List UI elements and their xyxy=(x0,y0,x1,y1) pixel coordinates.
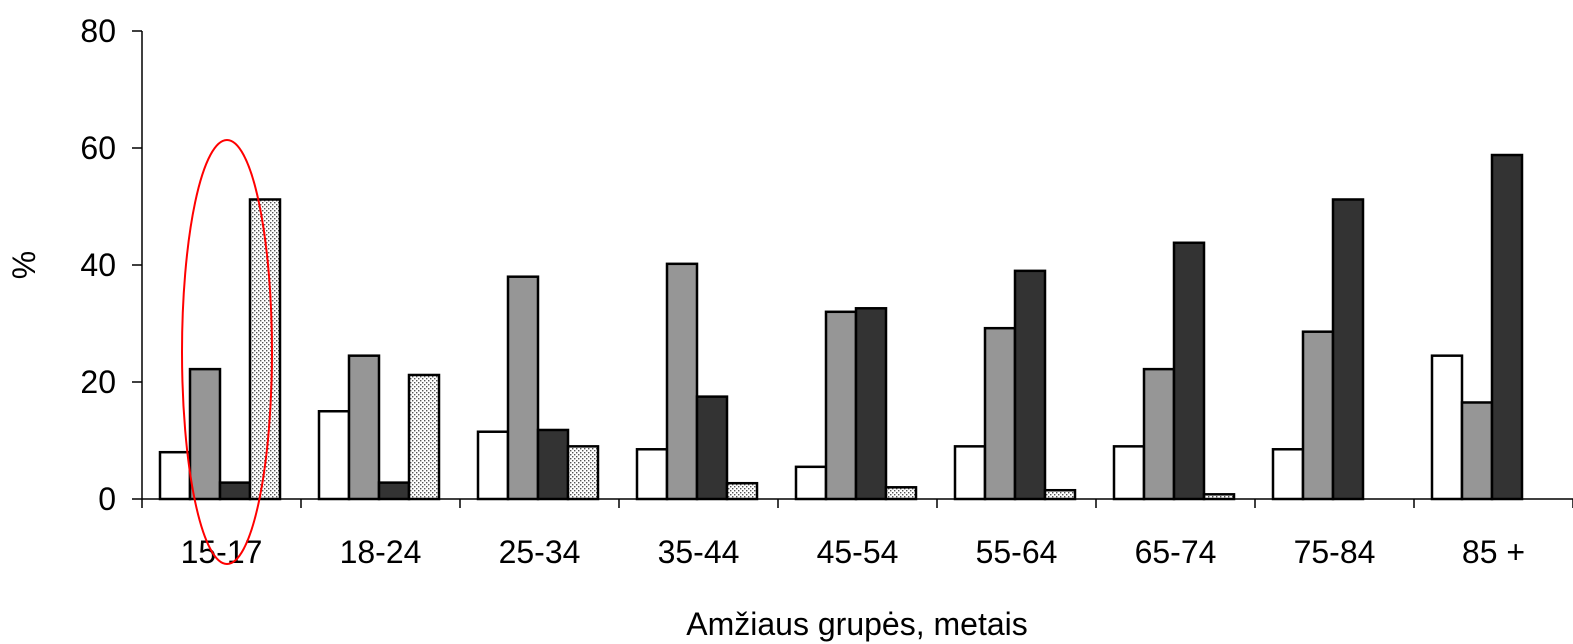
x-tick-label: 75-84 xyxy=(1294,534,1376,570)
y-tick-label: 20 xyxy=(80,364,116,400)
bar xyxy=(697,397,727,499)
bar xyxy=(1204,494,1234,499)
y-axis-label: % xyxy=(6,251,42,279)
bar xyxy=(1492,155,1522,499)
bar xyxy=(1045,490,1075,499)
bar xyxy=(1333,199,1363,499)
x-tick-label: 15-17 xyxy=(181,534,263,570)
x-tick-label: 35-44 xyxy=(658,534,740,570)
bar xyxy=(478,432,508,499)
bar xyxy=(886,487,916,499)
bar xyxy=(409,375,439,499)
y-tick-label: 80 xyxy=(80,13,116,49)
y-tick-label: 60 xyxy=(80,130,116,166)
bar xyxy=(1273,449,1303,499)
bar xyxy=(1015,271,1045,499)
x-tick-label: 18-24 xyxy=(340,534,422,570)
bar xyxy=(1144,369,1174,499)
bar xyxy=(637,449,667,499)
bar xyxy=(568,446,598,499)
bar xyxy=(796,467,826,499)
bar xyxy=(319,411,349,499)
bar xyxy=(985,328,1015,499)
bar xyxy=(508,277,538,499)
bar xyxy=(349,356,379,499)
y-tick-label: 0 xyxy=(98,481,116,517)
bar xyxy=(379,483,409,499)
x-axis-label: Amžiaus grupės, metais xyxy=(686,606,1027,642)
x-tick-label: 25-34 xyxy=(499,534,581,570)
bar xyxy=(1303,332,1333,499)
x-tick-label: 55-64 xyxy=(976,534,1058,570)
bar xyxy=(538,430,568,499)
bar xyxy=(1114,446,1144,499)
y-tick-label: 40 xyxy=(80,247,116,283)
bar xyxy=(727,483,757,499)
bar xyxy=(220,483,250,499)
bar xyxy=(1174,243,1204,499)
bar xyxy=(667,264,697,499)
bar xyxy=(160,452,190,499)
x-tick-label: 45-54 xyxy=(817,534,899,570)
bars xyxy=(160,155,1522,499)
x-tick-label: 85 + xyxy=(1462,534,1525,570)
bar xyxy=(856,308,886,499)
bar xyxy=(1462,402,1492,499)
bar xyxy=(190,369,220,499)
bar xyxy=(1432,356,1462,499)
bar xyxy=(955,446,985,499)
x-tick-label: 65-74 xyxy=(1135,534,1217,570)
bar xyxy=(826,312,856,499)
